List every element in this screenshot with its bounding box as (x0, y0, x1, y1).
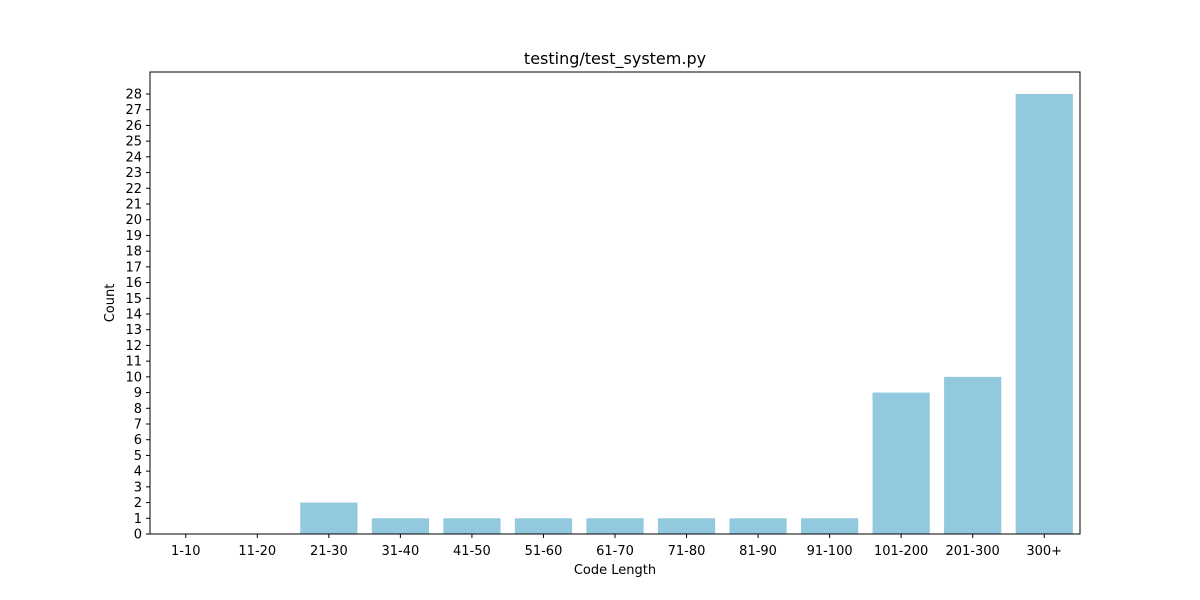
y-tick-label: 1 (134, 512, 142, 527)
bar-201-300 (944, 376, 1002, 534)
y-tick-label: 24 (125, 150, 142, 165)
bar-91-100 (801, 518, 859, 534)
chart-title: testing/test_system.py (524, 49, 706, 69)
bar-101-200 (872, 392, 930, 534)
bar-31-40 (371, 518, 429, 534)
x-tick-label: 201-300 (946, 544, 1000, 559)
plot-frame (149, 71, 1081, 535)
y-tick-label: 22 (125, 182, 142, 197)
y-tick-label: 21 (125, 198, 142, 213)
bar-300+ (1015, 94, 1073, 534)
x-tick-label: 81-90 (739, 544, 777, 559)
x-tick-label: 1-10 (171, 544, 201, 559)
y-tick-label: 6 (134, 433, 142, 448)
x-tick-label: 31-40 (381, 544, 419, 559)
x-tick-label: 300+ (1026, 544, 1062, 559)
bar-61-70 (586, 518, 644, 534)
x-tick-label: 51-60 (525, 544, 563, 559)
y-tick-label: 13 (125, 323, 142, 338)
y-tick-label: 5 (134, 449, 142, 464)
x-tick-label: 41-50 (453, 544, 491, 559)
y-tick-label: 0 (134, 528, 142, 543)
y-tick-label: 12 (125, 339, 142, 354)
x-tick-label: 101-200 (874, 544, 928, 559)
bar-81-90 (729, 518, 787, 534)
y-tick-label: 17 (125, 260, 142, 275)
y-tick-label: 8 (134, 402, 142, 417)
y-tick-label: 26 (125, 119, 142, 134)
bar-21-30 (300, 502, 358, 534)
bar-71-80 (657, 518, 716, 534)
x-tick-label: 71-80 (668, 544, 706, 559)
x-tick-label: 11-20 (238, 544, 276, 559)
y-tick-label: 20 (125, 213, 142, 228)
y-tick-label: 28 (125, 88, 142, 103)
y-tick-label: 7 (134, 418, 142, 433)
y-tick-label: 11 (125, 355, 142, 370)
y-tick-label: 3 (134, 480, 142, 495)
y-tick-label: 25 (125, 135, 142, 150)
y-tick-label: 23 (125, 166, 142, 181)
y-tick-label: 4 (134, 465, 142, 480)
y-axis-title: Count (103, 284, 118, 323)
y-tick-label: 10 (125, 370, 142, 385)
bar-51-60 (514, 518, 573, 534)
y-tick-label: 2 (134, 496, 142, 511)
x-tick-label: 21-30 (310, 544, 348, 559)
y-tick-label: 15 (125, 292, 142, 307)
y-tick-label: 16 (125, 276, 142, 291)
bar-41-50 (443, 518, 501, 534)
y-tick-label: 18 (125, 245, 142, 260)
y-tick-label: 14 (125, 308, 142, 323)
x-tick-label: 91-100 (807, 544, 853, 559)
bars-group (300, 94, 1073, 534)
x-axis: 1-10 11-20 21-30 31-40 41-50 51-60 61-70 71-80 8… (171, 534, 1062, 559)
x-tick-label: 61-70 (596, 544, 634, 559)
y-axis: 0123456789101112131415161718192021222324… (125, 88, 150, 543)
y-tick-label: 9 (134, 386, 142, 401)
x-axis-title: Code Length (574, 563, 656, 578)
y-tick-label: 27 (125, 103, 142, 118)
y-tick-label: 19 (125, 229, 142, 244)
